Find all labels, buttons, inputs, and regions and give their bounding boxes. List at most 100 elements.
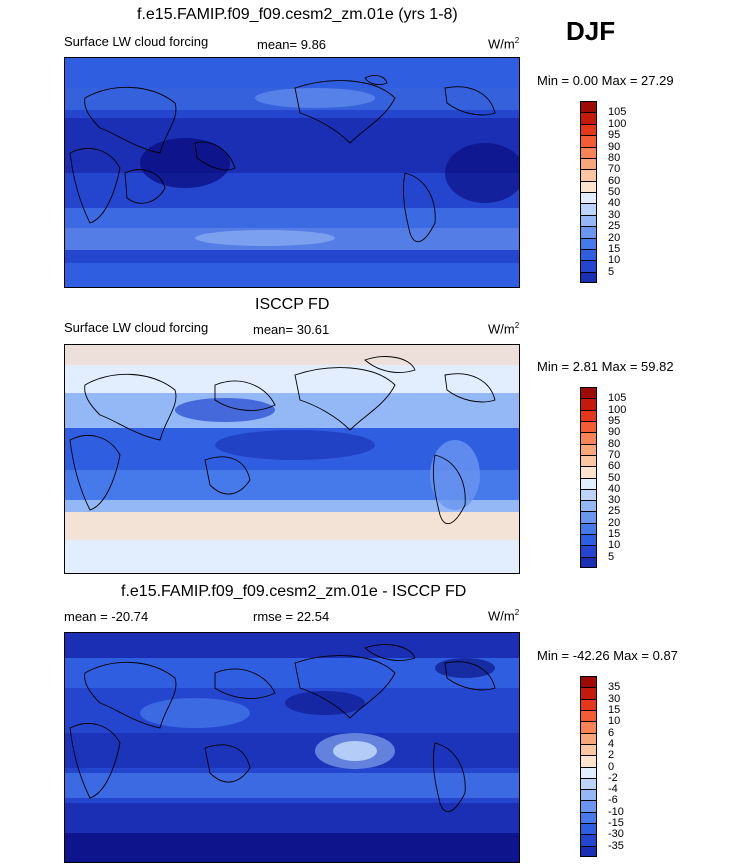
colorbar-swatch (580, 443, 597, 455)
colorbar-swatch (580, 755, 597, 767)
colorbar-tick-label: 100 (608, 117, 627, 130)
colorbar-tick-label: 0 (608, 760, 615, 773)
colorbar-swatch (580, 398, 597, 410)
colorbar-swatch (580, 180, 597, 192)
colorbar-tick-label: 4 (608, 737, 615, 750)
colorbar-swatch (580, 271, 597, 283)
colorbar-tick-label: -10 (608, 805, 624, 818)
panel3-rmse-label: rmse = 22.54 (253, 609, 330, 624)
panel1-units: W/m2 (488, 36, 520, 52)
colorbar-swatch (580, 169, 597, 181)
colorbar-tick-label: 40 (608, 482, 621, 495)
panel3-units: W/m2 (488, 608, 520, 624)
colorbar-swatch (580, 811, 597, 824)
colorbar-tick-label: 70 (608, 163, 621, 176)
colorbar-tick-label: 15 (608, 703, 621, 716)
colorbar-swatch (580, 409, 597, 421)
colorbar-swatch (580, 420, 597, 433)
colorbar-swatch (580, 466, 597, 478)
colorbar-tick-label: 10 (608, 715, 621, 728)
colorbar-swatch (580, 698, 597, 710)
colorbar-swatch (580, 146, 597, 158)
colorbar-swatch (580, 743, 597, 756)
colorbar-tick-label: 80 (608, 151, 621, 164)
panel3-mean-label: mean = -20.74 (64, 609, 149, 624)
colorbar-tick-label: 5 (608, 265, 615, 278)
colorbar-tick-label: -35 (608, 839, 624, 852)
colorbar-tick-label: 90 (608, 426, 621, 439)
colorbar-swatch (580, 477, 597, 489)
colorbar-tick-label: 30 (608, 692, 621, 705)
colorbar-swatch (580, 203, 597, 215)
colorbar-tick-label: 105 (608, 392, 627, 405)
colorbar-tick-label: 105 (608, 106, 627, 119)
colorbar-tick-label: 5 (608, 550, 615, 563)
colorbar-tick-label: 10 (608, 539, 621, 552)
colorbar-swatch (580, 123, 597, 136)
colorbar-swatch (580, 500, 597, 512)
panel1-mean-label: mean= 9.86 (257, 37, 327, 52)
colorbar-tick-label: 2 (608, 749, 615, 762)
colorbar-swatch (580, 237, 597, 249)
colorbar-swatch (580, 511, 597, 523)
panel2-title: ISCCP FD (255, 296, 330, 313)
colorbar-swatch (580, 534, 597, 546)
panel2-units: W/m2 (488, 321, 520, 337)
panel1-map (64, 57, 520, 288)
colorbar-tick-label: 40 (608, 197, 621, 210)
colorbar-tick-label: 30 (608, 494, 621, 507)
colorbar-swatch (580, 432, 597, 444)
colorbar-swatch (580, 834, 597, 846)
colorbar-tick-label: 25 (608, 220, 621, 233)
colorbar-swatch (580, 214, 597, 227)
colorbar-tick-label: -6 (608, 794, 618, 807)
panel2-minmax: Min = 2.81 Max = 59.82 (537, 359, 674, 374)
colorbar-tick-label: 35 (608, 681, 621, 694)
colorbar-swatch (580, 488, 597, 501)
colorbar-tick-label: -30 (608, 828, 624, 841)
colorbar-swatch (580, 248, 597, 261)
colorbar-swatch (580, 789, 597, 801)
colorbar-tick-label: 80 (608, 437, 621, 450)
colorbar-tick-label: 60 (608, 174, 621, 187)
colorbar-tick-label: 30 (608, 208, 621, 221)
colorbar-tick-label: 25 (608, 505, 621, 518)
panel2-mean-label: mean= 30.61 (253, 322, 330, 337)
colorbar-tick-label: 70 (608, 448, 621, 461)
colorbar-tick-label: 10 (608, 254, 621, 267)
colorbar-swatch (580, 454, 597, 467)
colorbar-swatch (580, 545, 597, 557)
panel3-title: f.e15.FAMIP.f09_f09.cesm2_zm.01e - ISCCP… (121, 583, 467, 600)
panel2-field-label: Surface LW cloud forcing (64, 320, 209, 335)
colorbar-tick-label: -4 (608, 783, 618, 796)
colorbar-tick-label: 20 (608, 231, 621, 244)
panel3-colorbar: 35 30 15 10 6 4 2 0 -2 -4 -6 -10 -15 -30 -35 (580, 676, 624, 857)
colorbar-swatch (580, 556, 597, 568)
colorbar-swatch (580, 732, 597, 744)
panel1-minmax: Min = 0.00 Max = 27.29 (537, 73, 674, 88)
colorbar-swatch (580, 112, 597, 124)
panel1-field-label: Surface LW cloud forcing (64, 34, 209, 49)
colorbar-swatch (580, 800, 597, 812)
colorbar-tick-label: 60 (608, 460, 621, 473)
colorbar-swatch (580, 192, 597, 204)
panel3-map (64, 632, 520, 863)
colorbar-tick-label: 50 (608, 471, 621, 484)
colorbar-swatch (580, 687, 597, 699)
colorbar-swatch (580, 226, 597, 238)
colorbar-swatch (580, 823, 597, 835)
colorbar-swatch (580, 709, 597, 722)
colorbar-tick-label: 90 (608, 140, 621, 153)
colorbar-swatch (580, 766, 597, 778)
panel2-colorbar: 105 100 95 90 80 70 60 50 40 30 25 20 15 10 5 (580, 387, 626, 568)
colorbar-tick-label: 100 (608, 403, 627, 416)
panel1-colorbar: 105 100 95 90 80 70 60 50 40 30 25 20 15 10 5 (580, 101, 626, 283)
season-label: DJF (566, 16, 616, 46)
colorbar-tick-label: -15 (608, 817, 624, 830)
colorbar-swatch (580, 157, 597, 170)
colorbar-swatch (580, 260, 597, 272)
panel3-minmax: Min = -42.26 Max = 0.87 (537, 648, 678, 663)
colorbar-tick-label: -2 (608, 771, 618, 784)
colorbar-swatch (580, 522, 597, 535)
colorbar-swatch (580, 777, 597, 790)
